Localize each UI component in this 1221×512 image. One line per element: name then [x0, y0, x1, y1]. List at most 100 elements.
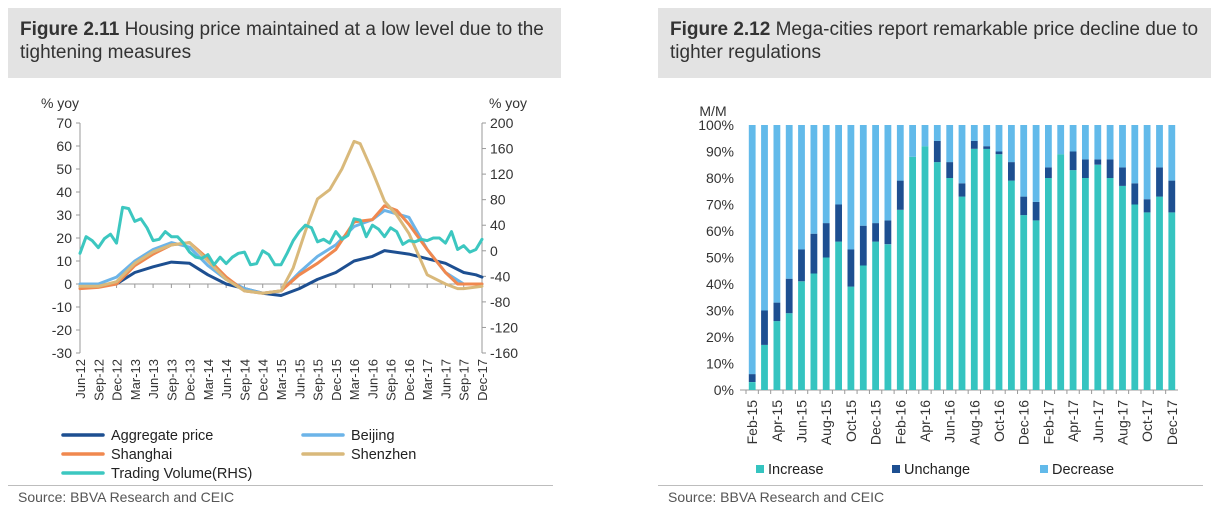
bar-segment-unchange	[896, 180, 904, 210]
x-tick-label: Sep-14	[237, 359, 252, 401]
x-tick-label: Sep-12	[91, 359, 106, 401]
x-tick-label: Mar-14	[201, 359, 216, 400]
bar-segment-unchange	[983, 146, 991, 149]
y-tick-label: 50%	[706, 250, 734, 266]
bar-segment-unchange	[1156, 167, 1163, 197]
right-tick-label: -160	[490, 345, 518, 361]
x-tick-label: Jun-16	[942, 400, 958, 443]
source-note: Source: BBVA Research and CEIC	[18, 489, 235, 505]
bar-segment-decrease	[822, 125, 830, 224]
bar-segment-unchange	[946, 162, 954, 178]
bar-segment-increase	[933, 162, 941, 390]
bar-segment-unchange	[748, 374, 756, 382]
y-axis-label: M/M	[699, 103, 726, 119]
left-tick-label: 30	[56, 207, 72, 223]
bar-segment-decrease	[983, 125, 991, 147]
bar-segment-unchange	[835, 204, 842, 242]
left-tick-label: 40	[56, 184, 72, 200]
bar-segment-decrease	[810, 125, 818, 234]
x-tick-label: Jun-14	[219, 359, 234, 399]
bar-segment-increase	[1156, 196, 1163, 390]
y-tick-label: 20%	[706, 329, 734, 345]
bar-segment-decrease	[1082, 125, 1089, 160]
x-tick-label: Dec-17	[1164, 400, 1180, 445]
bar-segment-increase	[773, 321, 781, 390]
x-tick-label: Jun-15	[794, 400, 810, 443]
series-line-beijing	[78, 208, 484, 295]
x-tick-label: Sep-15	[311, 359, 326, 401]
x-tick-label: Mar-17	[420, 359, 435, 400]
figure-2-11-title-text: Housing price maintained at a low level …	[20, 19, 544, 63]
x-tick-label: Dec-12	[110, 359, 125, 401]
bar-segment-increase	[1057, 154, 1065, 390]
bar-segment-decrease	[847, 125, 855, 250]
right-tick-label: -80	[490, 294, 510, 310]
bar-segment-increase	[909, 156, 916, 390]
bar-segment-decrease	[1143, 125, 1151, 200]
x-tick-label: Jun-15	[292, 359, 307, 399]
right-tick-label: 160	[490, 141, 514, 157]
bar-segment-unchange	[761, 310, 768, 345]
figure-2-12-title-text: Mega-cities report remarkable price decl…	[670, 19, 1199, 63]
bar-segment-increase	[983, 148, 991, 390]
y-tick-label: 80%	[706, 170, 734, 186]
bar-segment-unchange	[872, 223, 879, 242]
bar-segment-unchange	[1020, 196, 1028, 216]
bar-segment-increase	[1119, 185, 1126, 390]
x-tick-label: Jun-17	[1090, 400, 1106, 443]
bar-segment-decrease	[933, 125, 941, 141]
bar-segment-increase	[1032, 220, 1040, 390]
bar-segment-decrease	[785, 125, 793, 279]
legend-label: Aggregate price	[111, 428, 213, 444]
bar-segment-decrease	[773, 125, 781, 303]
bar-segment-decrease	[1008, 125, 1015, 163]
y-tick-label: 90%	[706, 144, 734, 160]
figure-2-12-label: Figure 2.12	[670, 19, 771, 40]
source-divider	[658, 485, 1203, 486]
bar-segment-increase	[995, 154, 1003, 390]
bar-segment-decrease	[946, 125, 954, 163]
bar-segment-unchange	[773, 302, 781, 322]
bar-segment-increase	[970, 148, 978, 390]
y-tick-label: 70%	[706, 197, 734, 213]
x-tick-label: Sep-17	[457, 359, 472, 401]
bar-segment-increase	[1008, 180, 1015, 390]
bar-segment-unchange	[810, 233, 818, 274]
left-tick-label: 60	[56, 138, 72, 154]
bar-segment-unchange	[822, 223, 830, 258]
bar-segment-decrease	[835, 125, 842, 205]
bar-segment-decrease	[884, 125, 892, 221]
bar-segment-increase	[1143, 212, 1151, 390]
right-tick-label: -120	[490, 319, 518, 335]
x-tick-label: Mar-13	[128, 359, 143, 400]
series-line-aggregate-price	[78, 249, 484, 297]
bar-segment-decrease	[1057, 125, 1065, 155]
figure-2-11-panel: Figure 2.11 Housing price maintained at …	[8, 8, 561, 505]
x-tick-label: Dec-17	[475, 359, 490, 401]
y-tick-label: 10%	[706, 356, 734, 372]
x-tick-label: Oct-15	[843, 400, 859, 442]
bar-segment-decrease	[1069, 125, 1077, 152]
series-line-trading-volume-rhs	[78, 205, 484, 267]
legend-swatch	[1040, 465, 1048, 473]
figure-2-12-title: Figure 2.12 Mega-cities report remarkabl…	[658, 8, 1211, 78]
bar-segment-increase	[958, 196, 966, 390]
bar-segment-unchange	[1069, 151, 1077, 171]
y-tick-label: 0%	[714, 382, 734, 398]
bar-segment-decrease	[1032, 125, 1040, 202]
bar-segment-unchange	[884, 220, 892, 245]
legend-label: Decrease	[1052, 462, 1114, 478]
bar-segment-unchange	[1106, 159, 1114, 178]
bar-segment-increase	[859, 265, 867, 390]
bar-segment-decrease	[748, 125, 756, 375]
left-tick-label: -30	[52, 345, 72, 361]
bar-segment-unchange	[1045, 167, 1052, 178]
right-tick-label: -40	[490, 268, 510, 284]
legend-label: Shanghai	[111, 447, 172, 463]
x-tick-label: Feb-15	[744, 400, 760, 445]
bar-segment-decrease	[798, 125, 805, 250]
bar-segment-decrease	[859, 125, 867, 226]
series-line-shanghai	[78, 204, 484, 295]
bar-segment-unchange	[1168, 180, 1176, 213]
